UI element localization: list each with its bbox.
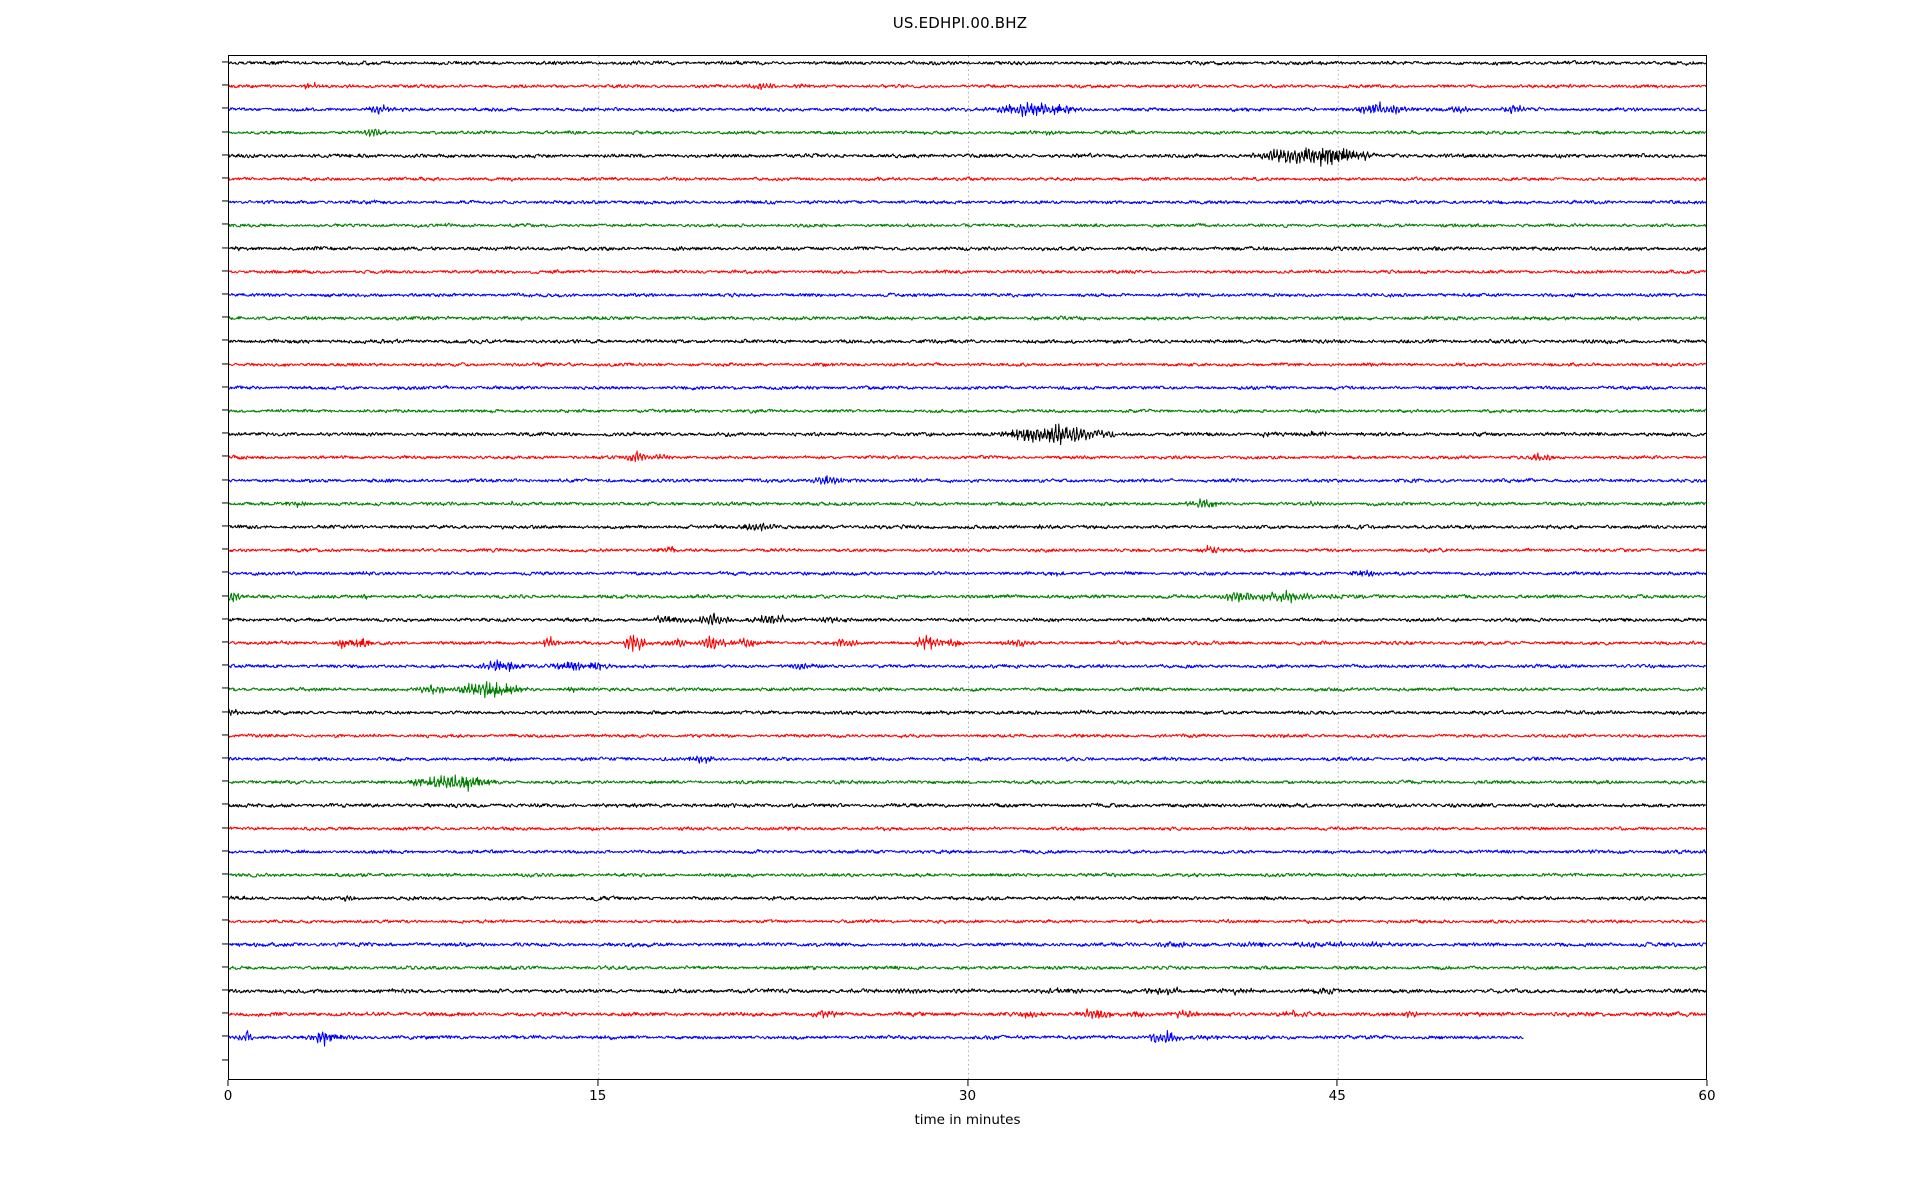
trace-13 [229, 362, 1706, 368]
trace-26 [229, 659, 1706, 672]
trace-41 [229, 1008, 1706, 1020]
trace-25 [229, 634, 1706, 652]
trace-17 [229, 450, 1706, 463]
x-tick-mark [1336, 1080, 1338, 1086]
trace-1 [229, 81, 1706, 91]
trace-14 [229, 385, 1706, 391]
trace-34 [229, 849, 1706, 855]
trace-38 [229, 940, 1706, 949]
page-title: US.EDHPI.00.BHZ [892, 14, 1028, 32]
trace-4 [229, 147, 1706, 167]
trace-28 [229, 708, 1706, 717]
trace-11 [229, 315, 1706, 321]
trace-39 [229, 965, 1706, 971]
trace-32 [229, 802, 1706, 809]
trace-21 [229, 544, 1706, 554]
trace-35 [229, 872, 1706, 878]
trace-6 [229, 199, 1706, 205]
trace-2 [229, 101, 1706, 118]
trace-24 [229, 612, 1706, 626]
trace-20 [229, 522, 1706, 532]
trace-12 [229, 338, 1706, 345]
trace-10 [229, 292, 1706, 298]
trace-19 [229, 498, 1706, 509]
trace-3 [229, 128, 1706, 137]
x-tick-label: 60 [1698, 1088, 1716, 1104]
trace-37 [229, 918, 1706, 925]
trace-15 [229, 408, 1706, 414]
x-tick-mark [597, 1080, 599, 1086]
x-tick-label: 0 [223, 1088, 233, 1104]
y-axis: 00:00:0201:00:0202:00:0203:00:0204:00:02… [0, 0, 228, 1200]
trace-7 [229, 222, 1706, 229]
trace-8 [229, 245, 1706, 252]
x-tick-label: 15 [589, 1088, 607, 1104]
seismic-traces [229, 60, 1706, 1047]
trace-42 [229, 1029, 1524, 1047]
x-tick-label: 45 [1328, 1088, 1346, 1104]
trace-40 [229, 986, 1706, 996]
trace-9 [229, 269, 1706, 275]
trace-33 [229, 826, 1706, 832]
x-tick-label: 30 [958, 1088, 977, 1104]
trace-22 [229, 569, 1706, 577]
trace-36 [229, 895, 1706, 902]
trace-23 [229, 589, 1706, 604]
x-tick-mark [966, 1080, 969, 1086]
trace-30 [229, 755, 1706, 764]
x-tick-mark [227, 1080, 229, 1086]
trace-16 [229, 423, 1706, 446]
trace-27 [229, 680, 1706, 699]
trace-31 [229, 774, 1706, 792]
trace-5 [229, 176, 1706, 182]
x-tick-mark [1706, 1080, 1708, 1086]
x-axis-title: time in minutes [914, 1112, 1021, 1128]
plot-area [228, 55, 1707, 1080]
trace-0 [229, 60, 1706, 66]
trace-18 [229, 475, 1706, 485]
trace-29 [229, 733, 1706, 739]
